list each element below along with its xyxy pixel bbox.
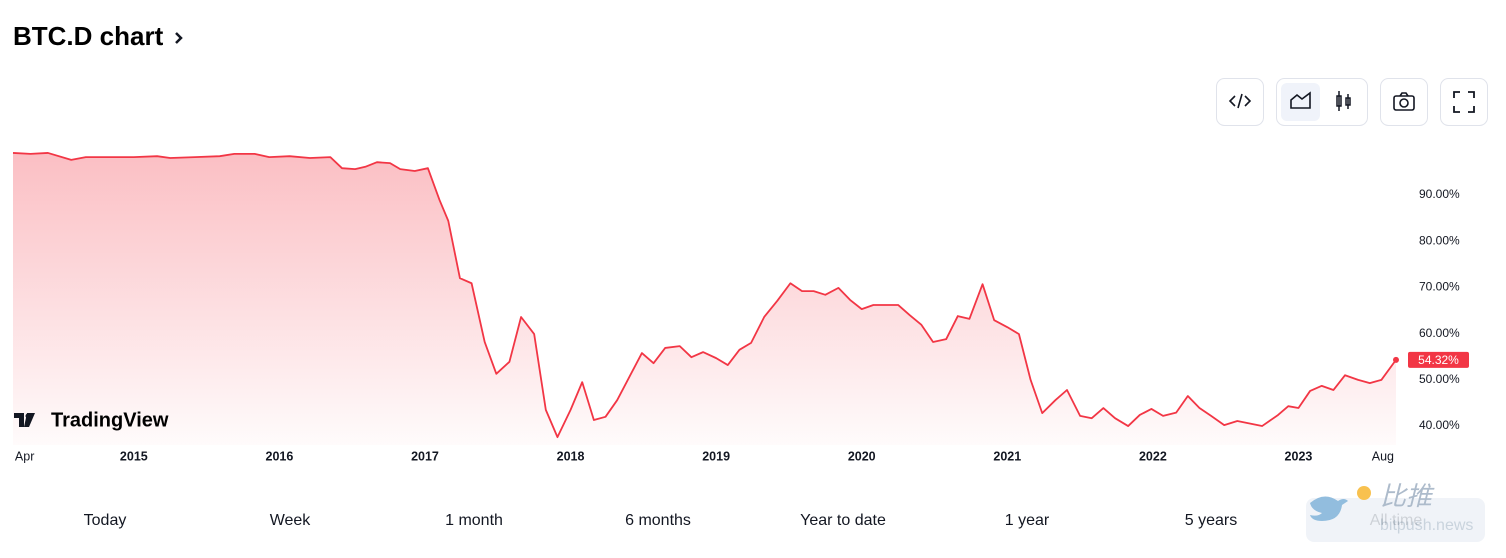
x-tick-label: 2017 <box>411 449 439 463</box>
tradingview-logo: TradingView <box>14 409 169 431</box>
range-tab[interactable]: Today <box>84 512 127 529</box>
last-point <box>1393 356 1399 363</box>
y-tick-label: 50.00% <box>1419 372 1460 386</box>
last-value-label: 54.32% <box>1418 353 1459 367</box>
area-style-button[interactable] <box>1281 83 1320 121</box>
snapshot-button[interactable] <box>1380 78 1428 126</box>
x-tick-label: 2023 <box>1285 449 1313 463</box>
last-value-box <box>1408 351 1469 368</box>
chart-style-group <box>1276 78 1368 126</box>
x-tick-label: 2021 <box>993 449 1021 463</box>
range-tab[interactable]: Year to date <box>800 512 886 529</box>
x-tick-label: 2016 <box>266 449 294 463</box>
y-tick-label: 70.00% <box>1419 280 1460 294</box>
y-tick-label: 80.00% <box>1419 233 1460 247</box>
y-tick-label: 90.00% <box>1419 187 1460 201</box>
fullscreen-button[interactable] <box>1440 78 1488 126</box>
x-tick-label: 2019 <box>702 449 730 463</box>
range-tab[interactable]: 5 years <box>1185 512 1237 529</box>
x-tick-label: 2022 <box>1139 449 1167 463</box>
title-chevron[interactable] <box>175 32 183 44</box>
x-tick-label: 2015 <box>120 449 148 463</box>
x-tick-label: 2018 <box>557 449 585 463</box>
y-tick-label: 60.00% <box>1419 326 1460 340</box>
y-tick-label: 40.00% <box>1419 418 1460 432</box>
range-tab[interactable]: 1 year <box>1005 512 1050 529</box>
x-tick-label: Aug <box>1372 449 1394 463</box>
logo-text: TradingView <box>51 409 169 431</box>
range-tab[interactable]: Week <box>270 512 312 529</box>
candle-style-button[interactable] <box>1336 91 1351 111</box>
price-line <box>12 152 1397 439</box>
x-tick-label: Apr <box>15 449 34 463</box>
plot: 40.00% 50.00% 60.00% 70.00% 80.00% 90.00% Apr 2… <box>12 152 1469 463</box>
chart-title[interactable]: BTC.D chart <box>13 21 164 51</box>
range-tab[interactable]: 1 month <box>445 512 503 529</box>
watermark: 比推 bitpush.news <box>1306 481 1485 542</box>
area-fill <box>13 152 1396 445</box>
watermark-site: bitpush.news <box>1380 517 1473 534</box>
watermark-name: 比推 <box>1380 481 1435 511</box>
x-tick-label: 2020 <box>848 449 876 463</box>
embed-button[interactable] <box>1216 78 1264 126</box>
range-tabs: Today Week 1 month 6 months Year to date 1 ye… <box>84 512 1423 529</box>
range-tab[interactable]: 6 months <box>625 512 691 529</box>
